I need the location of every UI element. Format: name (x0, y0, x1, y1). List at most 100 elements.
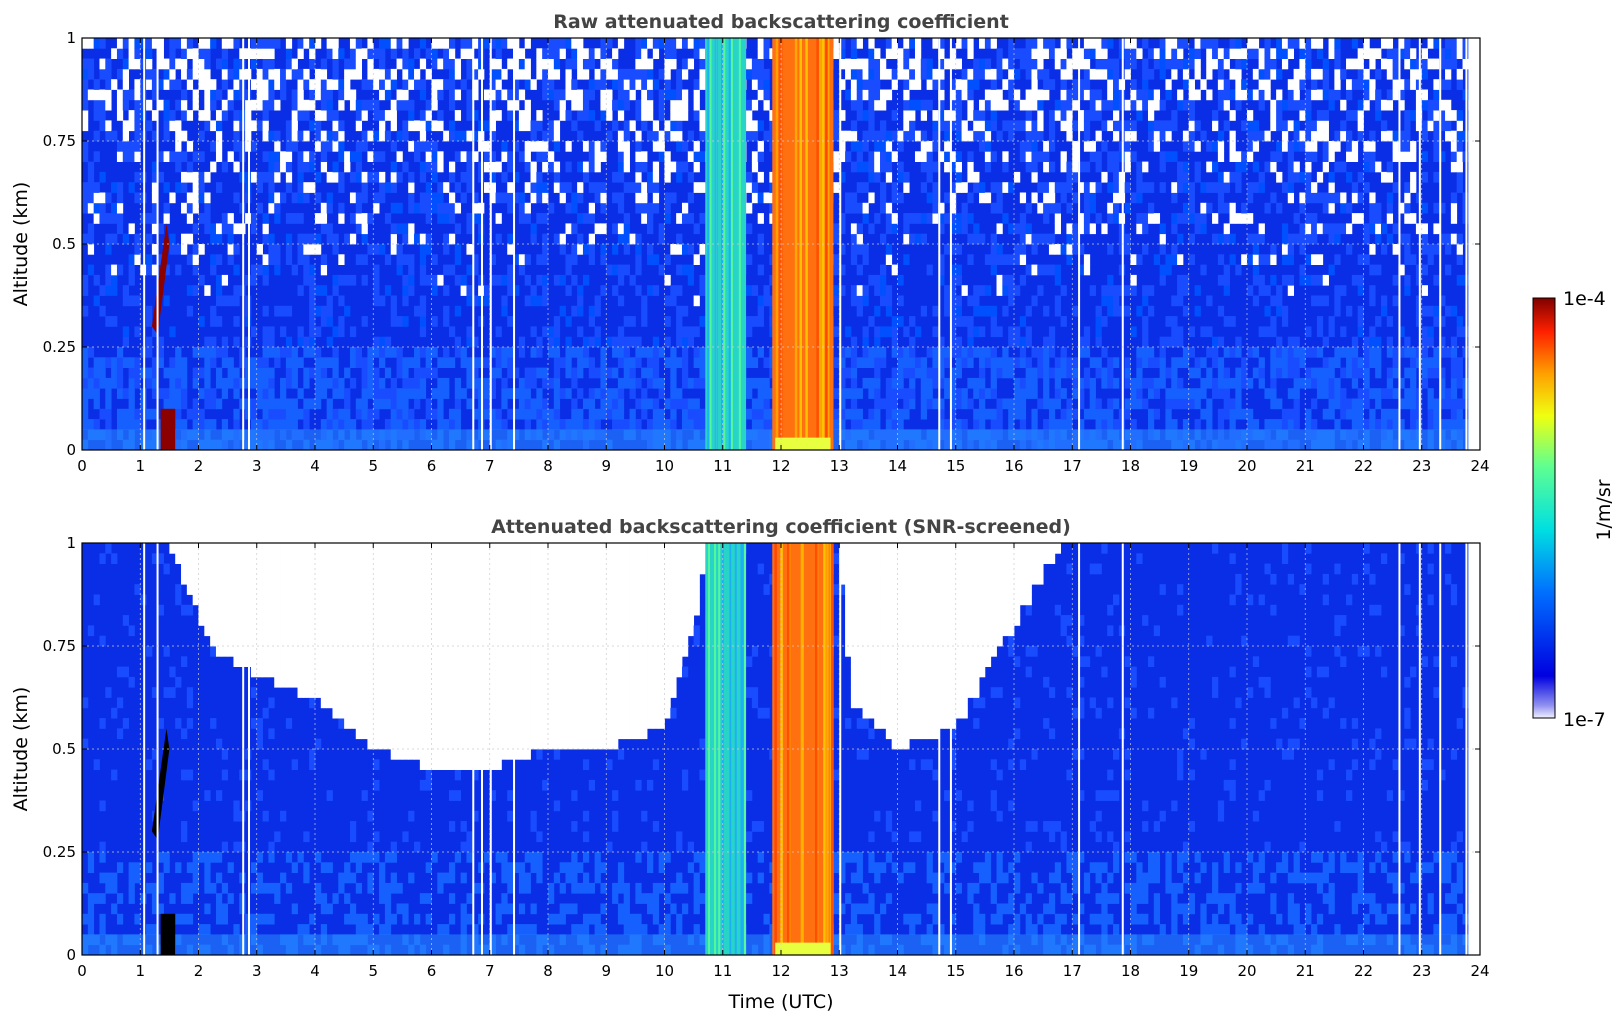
heatmap-cell (379, 38, 386, 49)
heatmap-cell (495, 48, 502, 59)
heatmap-cell (402, 161, 409, 173)
heatmap-cell (1241, 213, 1248, 224)
heatmap-cell (920, 182, 928, 193)
heatmap-cell (606, 99, 613, 111)
heatmap-cell (1107, 89, 1114, 101)
heatmap-cell (559, 305, 566, 317)
heatmap-cell (1089, 151, 1096, 162)
heatmap-cell (693, 347, 700, 358)
heatmap-cell (402, 254, 409, 265)
heatmap-cell (507, 316, 514, 327)
heatmap-cell (1095, 58, 1102, 70)
heatmap-cell (938, 274, 945, 286)
heatmap-cell (1363, 182, 1370, 193)
heatmap-cell (332, 120, 339, 132)
heatmap-cell (367, 388, 374, 399)
heatmap-cell (909, 120, 916, 132)
heatmap-cell (548, 151, 555, 162)
heatmap-cell (373, 192, 380, 204)
heatmap-cell (1153, 388, 1161, 399)
heatmap-cell (850, 419, 858, 430)
heatmap-cell (513, 171, 520, 183)
heatmap-cell (1287, 120, 1295, 132)
heatmap-cell (1188, 367, 1195, 379)
heatmap-cell (1048, 48, 1056, 59)
heatmap-cell (291, 347, 298, 358)
heatmap-cell (1031, 161, 1038, 173)
heatmap-cell (909, 79, 916, 90)
heatmap-cell (1328, 367, 1335, 379)
heatmap-cell (227, 377, 234, 389)
heatmap-cell (326, 398, 333, 410)
heatmap-cell (1450, 347, 1458, 358)
heatmap-cell (524, 254, 531, 265)
heatmap-cell (448, 89, 456, 101)
heatmap-cell (1095, 110, 1102, 121)
heatmap-cell (1171, 326, 1178, 338)
heatmap-cell (862, 336, 869, 348)
heatmap-cell (600, 110, 607, 121)
heatmap-cell (483, 151, 491, 162)
heatmap-cell (880, 192, 887, 204)
heatmap-cell (1421, 357, 1428, 368)
heatmap-cell (1223, 223, 1230, 235)
heatmap-cell (379, 58, 386, 70)
heatmap-cell (1025, 110, 1032, 121)
heatmap-cell (489, 120, 496, 132)
heatmap-cell (687, 244, 695, 255)
heatmap-cell (466, 336, 473, 348)
heatmap-cell (577, 161, 584, 173)
heatmap-cell (1351, 336, 1359, 348)
heatmap-cell (885, 89, 893, 101)
heatmap-cell (1433, 110, 1440, 121)
heatmap-cell (536, 171, 543, 183)
heatmap-cell (87, 89, 95, 101)
heatmap-cell (1066, 398, 1073, 410)
heatmap-cell (390, 182, 397, 193)
heatmap-cell (577, 285, 584, 296)
heatmap-cell (1276, 305, 1283, 317)
heatmap-cell (577, 419, 584, 430)
heatmap-cell (186, 233, 194, 245)
heatmap-cell (1427, 120, 1434, 132)
heatmap-cell (932, 120, 939, 132)
heatmap-cell (524, 99, 531, 111)
heatmap-cell (996, 68, 1003, 80)
heatmap-cell (326, 295, 333, 307)
heatmap-cell (250, 171, 258, 183)
heatmap-cell (1200, 38, 1207, 49)
heatmap-cell (274, 68, 281, 80)
heatmap-cell (932, 130, 939, 142)
heatmap-cell (635, 336, 642, 348)
heatmap-cell (454, 336, 462, 348)
heatmap-cell (1281, 254, 1289, 265)
heatmap-cell (1293, 38, 1300, 49)
heatmap-cell (285, 233, 293, 245)
heatmap-cell (1375, 99, 1382, 111)
heatmap-cell (198, 419, 205, 430)
heatmap-cell (1107, 182, 1114, 193)
heatmap-cell (355, 223, 363, 235)
heatmap-cell (647, 202, 654, 214)
heatmap-cell (687, 398, 695, 410)
heatmap-cell (582, 398, 590, 410)
heatmap-cell (297, 38, 304, 49)
heatmap-cell (571, 38, 578, 49)
heatmap-cell (973, 171, 980, 183)
heatmap-cell (623, 367, 630, 379)
heatmap-cell (903, 58, 910, 70)
heatmap-cell (1142, 347, 1149, 358)
heatmap-cell (437, 79, 444, 90)
heatmap-cell (373, 347, 380, 358)
heatmap-cell (600, 285, 607, 296)
heatmap-cell (192, 68, 199, 80)
heatmap-cell (99, 192, 106, 204)
heatmap-cell (763, 192, 770, 204)
heatmap-cell (93, 419, 100, 430)
heatmap-cell (297, 161, 304, 173)
heatmap-cell (1369, 213, 1376, 224)
heatmap-cell (1031, 38, 1038, 49)
heatmap-cell (1107, 305, 1114, 317)
heatmap-cell (146, 120, 153, 132)
heatmap-cell (466, 213, 473, 224)
